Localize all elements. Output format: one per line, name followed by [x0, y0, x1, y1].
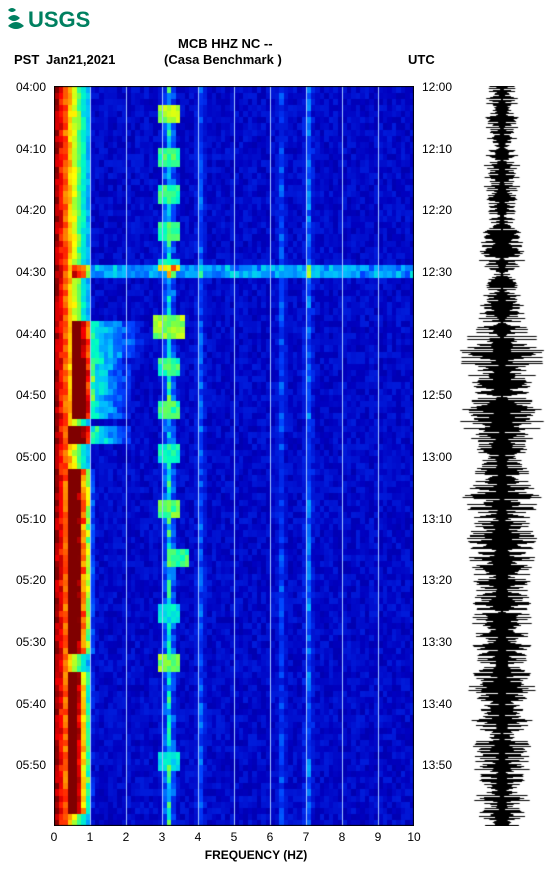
- tz-left-label: PST: [14, 52, 39, 67]
- axis-tick: 7: [303, 830, 310, 844]
- axis-tick: 8: [339, 830, 346, 844]
- axis-tick: 04:50: [16, 388, 46, 402]
- axis-tick: 3: [159, 830, 166, 844]
- axis-tick: 4: [195, 830, 202, 844]
- axis-tick: 9: [375, 830, 382, 844]
- axis-tick: 13:50: [422, 758, 452, 772]
- axis-tick: 6: [267, 830, 274, 844]
- usgs-logo: USGS: [6, 6, 106, 37]
- axis-tick: 13:30: [422, 635, 452, 649]
- svg-text:USGS: USGS: [28, 7, 90, 32]
- axis-tick: 04:00: [16, 80, 46, 94]
- axis-tick: 12:00: [422, 80, 452, 94]
- axis-tick: 12:20: [422, 203, 452, 217]
- axis-tick: 05:30: [16, 635, 46, 649]
- axis-tick: 0: [51, 830, 58, 844]
- axis-tick: 13:20: [422, 573, 452, 587]
- axis-tick: 12:40: [422, 327, 452, 341]
- axis-tick: 04:10: [16, 142, 46, 156]
- tz-right-label: UTC: [408, 52, 435, 67]
- axis-tick: 04:40: [16, 327, 46, 341]
- spectrogram-plot: [54, 86, 414, 826]
- seismogram-trace: [456, 86, 548, 826]
- axis-tick: 12:10: [422, 142, 452, 156]
- x-axis-label: FREQUENCY (HZ): [176, 848, 336, 862]
- axis-tick: 05:20: [16, 573, 46, 587]
- axis-tick: 13:00: [422, 450, 452, 464]
- axis-tick: 05:50: [16, 758, 46, 772]
- axis-tick: 5: [231, 830, 238, 844]
- axis-tick: 05:40: [16, 697, 46, 711]
- axis-tick: 10: [407, 830, 420, 844]
- axis-tick: 05:10: [16, 512, 46, 526]
- date-label: Jan21,2021: [46, 52, 115, 67]
- axis-tick: 13:10: [422, 512, 452, 526]
- axis-tick: 05:00: [16, 450, 46, 464]
- axis-tick: 12:30: [422, 265, 452, 279]
- axis-tick: 04:20: [16, 203, 46, 217]
- axis-tick: 13:40: [422, 697, 452, 711]
- axis-tick: 2: [123, 830, 130, 844]
- station-line2: (Casa Benchmark ): [164, 52, 282, 67]
- station-line1: MCB HHZ NC --: [178, 36, 273, 51]
- axis-tick: 1: [87, 830, 94, 844]
- axis-tick: 04:30: [16, 265, 46, 279]
- axis-tick: 12:50: [422, 388, 452, 402]
